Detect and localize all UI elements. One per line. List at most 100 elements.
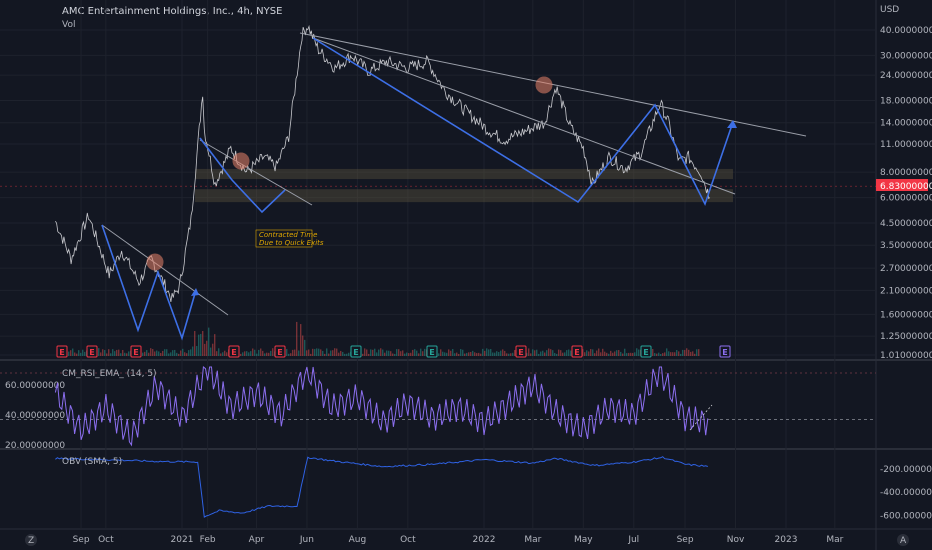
volume-bar [258, 349, 260, 356]
volume-bar [688, 349, 690, 356]
volume-bar [160, 352, 162, 356]
volume-bar [208, 327, 210, 356]
volume-bar [474, 352, 476, 356]
volume-bar [400, 351, 402, 356]
drawings[interactable] [101, 32, 807, 341]
event-marker-label: E [89, 348, 94, 357]
volume-bar [470, 351, 472, 356]
volume-bar [454, 353, 456, 356]
volume-bar [544, 352, 546, 356]
volume-bar [204, 343, 206, 356]
time-tick-label: May [574, 535, 593, 545]
obv-pane[interactable]: -200.000000 -400.000000 -600.000000 [55, 456, 932, 522]
rsi-tick-label: 40.00000000 [5, 411, 65, 421]
obv-line [55, 456, 708, 518]
volume-bar [694, 353, 696, 356]
trendline-1 [101, 224, 229, 316]
volume-bar [306, 350, 308, 356]
volume-bar [162, 350, 164, 356]
volume-bar [250, 351, 252, 356]
price-axis[interactable]: 40.00000000 30.00000000 24.00000000 18.0000… [880, 26, 932, 361]
volume-bar [560, 350, 562, 356]
currency-label: USD [880, 5, 899, 15]
volume-bar [148, 352, 150, 356]
volume-bar [656, 353, 658, 356]
obv-tick-label: -400.000000 [880, 488, 932, 498]
rsi-tick-label: 20.00000000 [5, 441, 65, 451]
volume-bar [500, 350, 502, 356]
volume-bar [668, 351, 670, 356]
volume-bar [446, 352, 448, 356]
volume-bar [538, 353, 540, 356]
volume-bar [216, 351, 218, 356]
time-tick-label: Apr [249, 535, 265, 545]
volume-bar [408, 353, 410, 356]
time-tick-label: Jul [627, 535, 639, 545]
rsi-projection [689, 404, 713, 431]
volume-bar [262, 350, 264, 356]
volume-bar [510, 353, 512, 356]
volume-bar [244, 351, 246, 356]
volume-bar [452, 349, 454, 356]
event-marker-earnings [228, 345, 240, 358]
volume-bar [146, 350, 148, 356]
volume-bar [288, 353, 290, 356]
volume-bar [584, 352, 586, 356]
volume-bar [320, 349, 322, 356]
event-marker-earnings [571, 345, 583, 358]
volume-bar [600, 352, 602, 356]
volume-bar [652, 348, 654, 356]
auto-scale-button[interactable] [897, 534, 909, 546]
volume-bar [464, 353, 466, 356]
volume-bar [330, 350, 332, 356]
volume-bar [346, 353, 348, 356]
volume-bar [74, 352, 76, 356]
event-marker-dividend [640, 345, 652, 358]
volume-bar [614, 351, 616, 356]
volume-bar [142, 352, 144, 356]
time-tick-label: Oct [98, 535, 114, 545]
volume-bar [396, 349, 398, 356]
price-tick-label: 30.00000000 [880, 51, 932, 61]
event-marker-earnings [515, 345, 527, 358]
volume-bar [112, 349, 114, 356]
volume-bar [298, 350, 300, 356]
volume-bar [438, 353, 440, 356]
annotation-box[interactable] [255, 229, 313, 248]
pattern-leg-1 [101, 224, 197, 341]
event-marker-label: E [133, 348, 138, 357]
event-marker-label: E [59, 348, 64, 357]
volume-bar [678, 351, 680, 356]
volume-bar [440, 349, 442, 356]
volume-bar [114, 351, 116, 356]
timezone-button[interactable] [25, 534, 37, 546]
volume-bar [528, 348, 530, 356]
volume-bar [532, 349, 534, 356]
volume-bar [386, 350, 388, 356]
volume-bar [308, 349, 310, 356]
event-marker-label: E [643, 348, 648, 357]
volume-bar [226, 352, 228, 356]
volume-bar [292, 349, 294, 356]
volume-bar [480, 353, 482, 356]
rsi-line [54, 366, 709, 447]
volume-bar [564, 352, 566, 356]
time-axis[interactable]: Sep Oct 2021 Feb Apr Jun Aug Oct 2022 Mar May Jul Se… [73, 535, 844, 545]
rsi-pane[interactable]: 60.00000000 40.00000000 20.00000000 [0, 366, 876, 451]
arrow-head-1 [191, 288, 199, 296]
time-tick-label: Mar [826, 535, 843, 545]
volume-bar [150, 348, 152, 356]
volume-bar [218, 348, 220, 356]
volume-bar [68, 351, 70, 356]
volume-bar [582, 349, 584, 356]
volume-bar [558, 349, 560, 356]
volume-bar [598, 348, 600, 356]
reversal-circle-1 [146, 253, 164, 271]
volume-bar [616, 350, 618, 356]
volume-bar [272, 348, 274, 356]
volume-bars [58, 321, 700, 356]
volume-bar [338, 352, 340, 356]
